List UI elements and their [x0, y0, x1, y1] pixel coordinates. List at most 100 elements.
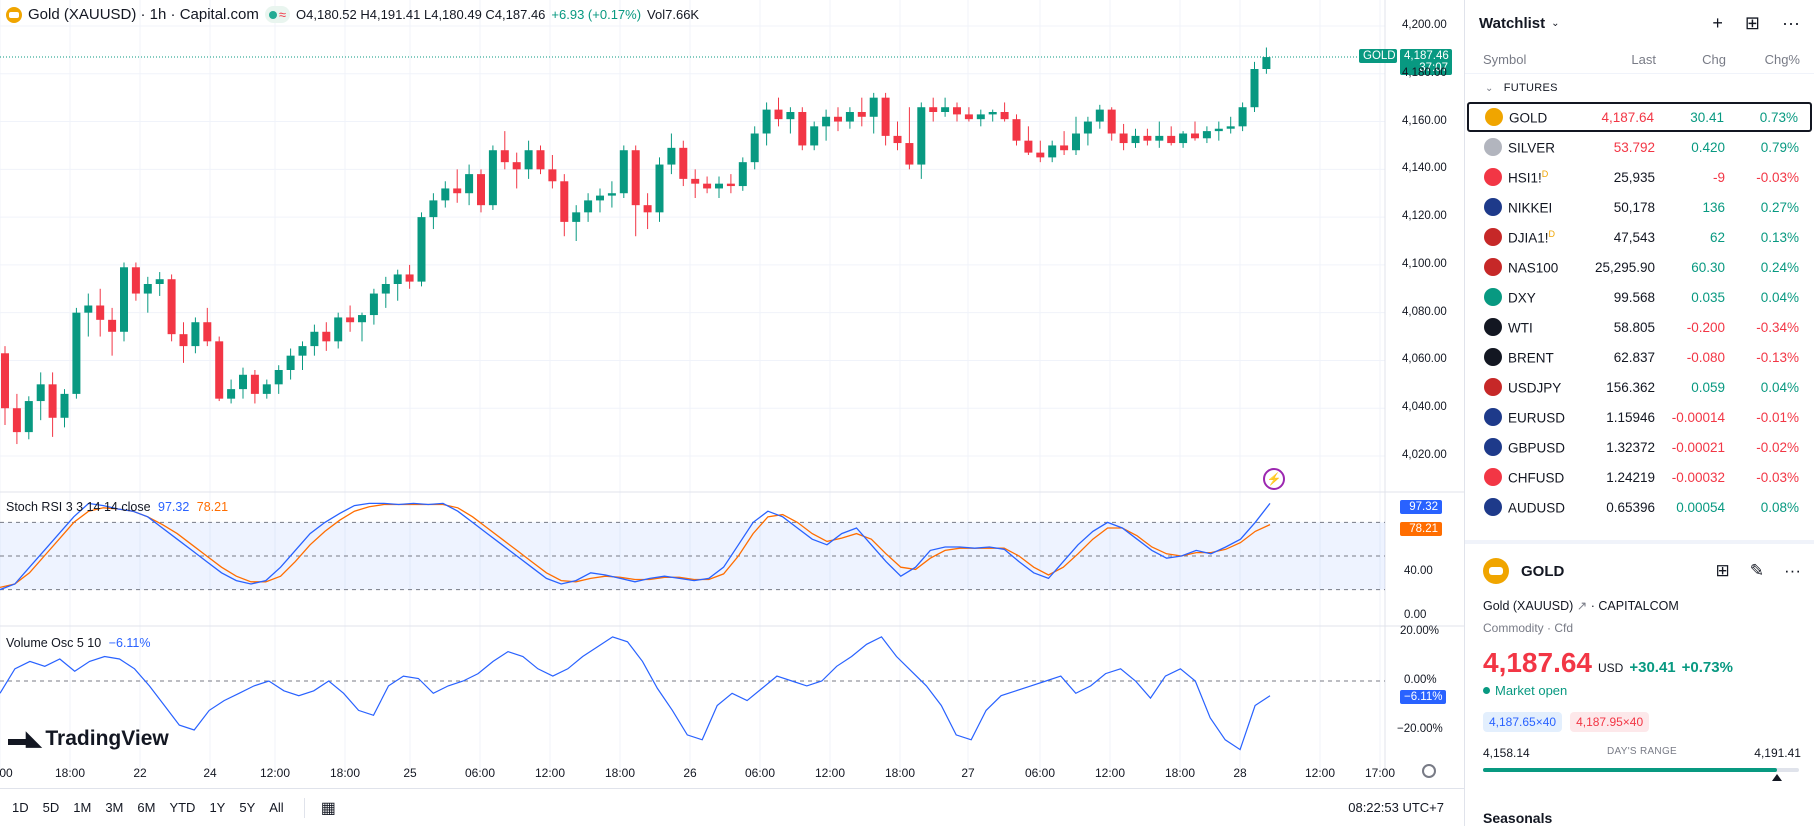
- row-symbol: GBPUSD: [1508, 440, 1566, 456]
- watchlist-row-silver[interactable]: SILVER 53.792 0.420 0.79%: [1465, 132, 1814, 162]
- nikkei-icon: [1484, 198, 1502, 216]
- price-axis-label: 4,020.00: [1402, 449, 1447, 461]
- watchlist-rows: GOLD 4,187.64 30.41 0.73% SILVER 53.792 0.420 0…: [1465, 102, 1814, 522]
- details-fullname[interactable]: Gold (XAUUSD): [1483, 599, 1574, 613]
- watchlist-row-wti[interactable]: WTI 58.805 -0.200 -0.34%: [1465, 312, 1814, 342]
- more-options-icon[interactable]: ···: [1782, 12, 1800, 33]
- candle-body: [1119, 133, 1128, 144]
- watchlist-row-hsi1[interactable]: HSI1!D 25,935 -9 -0.03%: [1465, 162, 1814, 192]
- candle-body: [48, 384, 57, 418]
- vosc-axis-20: 20.00%: [1400, 625, 1440, 637]
- chevron-down-icon[interactable]: ⌄: [1551, 17, 1560, 29]
- candle-body: [143, 284, 152, 294]
- watchlist-row-audusd[interactable]: AUDUSD 0.65396 0.00054 0.08%: [1465, 492, 1814, 522]
- candle-body: [1107, 109, 1116, 134]
- timeframe-1y[interactable]: 1Y: [209, 800, 226, 815]
- legend-title[interactable]: Gold (XAUUSD) · 1h · Capital.com: [28, 6, 259, 23]
- timeframe-1d[interactable]: 1D: [12, 800, 29, 815]
- details-symbol[interactable]: GOLD: [1521, 562, 1565, 580]
- stoch-label: Stoch RSI 3 3 14 14 close: [6, 500, 151, 514]
- seasonals-heading[interactable]: Seasonals: [1483, 810, 1553, 826]
- time-axis-label: 22: [133, 766, 147, 780]
- col-last[interactable]: Last: [1631, 52, 1656, 67]
- watchlist-row-gold[interactable]: GOLD 4,187.64 30.41 0.73%: [1467, 102, 1812, 132]
- timeframe-1m[interactable]: 1M: [73, 800, 92, 815]
- external-link-icon[interactable]: ↗: [1576, 599, 1591, 613]
- time-axis-label: 12:00: [1094, 766, 1126, 780]
- row-last: 53.792: [1613, 139, 1655, 155]
- candle-body: [369, 293, 378, 316]
- price-axis-label: 4,100.00: [1402, 257, 1447, 270]
- col-chg[interactable]: Chg: [1702, 52, 1726, 67]
- settings-gear-icon[interactable]: [1422, 764, 1436, 778]
- details-actions: ⊞ ✎ ···: [1716, 561, 1801, 581]
- edit-icon[interactable]: ✎: [1749, 561, 1765, 580]
- watchlist-row-gbpusd[interactable]: GBPUSD 1.32372 -0.00021 -0.02%: [1465, 432, 1814, 462]
- candle-body: [1167, 135, 1176, 144]
- watchlist-row-usdjpy[interactable]: USDJPY 156.362 0.059 0.04%: [1465, 372, 1814, 402]
- symbol-price-tag: GOLD: [1359, 49, 1397, 63]
- row-last: 99.568: [1613, 289, 1655, 305]
- candle-body: [964, 114, 973, 120]
- timeframe-all[interactable]: All: [269, 800, 284, 815]
- stoch-d-line: [0, 503, 1271, 589]
- candle-body: [500, 150, 509, 163]
- candle-body: [655, 164, 664, 213]
- watchlist-row-dxy[interactable]: DXY 99.568 0.035 0.04%: [1465, 282, 1814, 312]
- watchlist-row-nas100[interactable]: NAS100 25,295.90 60.30 0.24%: [1465, 252, 1814, 282]
- price-axis-label: 4,140.00: [1402, 162, 1447, 175]
- advanced-view-icon[interactable]: ⊞: [1744, 12, 1761, 33]
- details-currency: USD: [1598, 661, 1624, 675]
- row-last: 47,543: [1613, 229, 1655, 245]
- watchlist-title[interactable]: Watchlist: [1479, 14, 1546, 32]
- candle-body: [929, 107, 938, 112]
- bar-countdown: 37:07: [1419, 62, 1448, 74]
- watchlist-row-eurusd[interactable]: EURUSD 1.15946 -0.00014 -0.01%: [1465, 402, 1814, 432]
- row-chg: 62: [1709, 229, 1725, 245]
- tradingview-logo[interactable]: ▬◣ TradingView: [8, 726, 169, 751]
- legend-ohlc: O4,180.52 H4,191.41 L4,180.49 C4,187.46: [296, 7, 546, 22]
- timeframe-5y[interactable]: 5Y: [239, 800, 256, 815]
- add-symbol-icon[interactable]: +: [1712, 12, 1723, 33]
- candle-body: [167, 279, 176, 335]
- timeframe-ytd[interactable]: YTD: [169, 800, 196, 815]
- gold-icon: [6, 6, 22, 23]
- section-futures[interactable]: ⌄ FUTURES: [1465, 74, 1814, 102]
- timeframe-5d[interactable]: 5D: [42, 800, 60, 815]
- candle-body: [774, 109, 783, 120]
- candle-body: [1143, 135, 1152, 141]
- vosc-legend[interactable]: Volume Osc 5 10 −6.11%: [6, 636, 151, 650]
- candle-body: [715, 183, 723, 189]
- chart-canvas[interactable]: [0, 0, 1464, 788]
- more-options-icon[interactable]: ···: [1784, 561, 1801, 580]
- row-last: 25,295.90: [1594, 259, 1655, 275]
- layout-icon[interactable]: ⊞: [1715, 561, 1730, 580]
- clock[interactable]: 08:22:53 UTC+7: [1348, 800, 1444, 815]
- watchlist-row-chfusd[interactable]: CHFUSD 1.24219 -0.00032 -0.03%: [1465, 462, 1814, 492]
- details-fullname-row: Gold (XAUUSD) ↗ · CAPITALCOM: [1483, 598, 1801, 613]
- lightning-icon[interactable]: ⚡: [1263, 468, 1285, 490]
- details-change-pct: +0.73%: [1681, 659, 1733, 676]
- watchlist-row-djia1[interactable]: DJIA1!D 47,543 62 0.13%: [1465, 222, 1814, 252]
- details-exchange[interactable]: CAPITALCOM: [1598, 599, 1679, 613]
- chart-area[interactable]: Gold (XAUUSD) · 1h · Capital.com ≈ O4,18…: [0, 0, 1464, 826]
- timeframe-3m[interactable]: 3M: [105, 800, 124, 815]
- timeframe-6m[interactable]: 6M: [137, 800, 156, 815]
- row-last: 4,187.64: [1601, 109, 1654, 125]
- candle-body: [703, 183, 712, 189]
- candle-body: [834, 116, 842, 122]
- eurusd-icon: [1484, 408, 1502, 426]
- col-chg-pct[interactable]: Chg%: [1764, 52, 1800, 67]
- vosc-badge: −6.11%: [1400, 690, 1446, 704]
- watchlist-row-brent[interactable]: BRENT 62.837 -0.080 -0.13%: [1465, 342, 1814, 372]
- row-chg-pct: 0.73%: [1759, 109, 1798, 125]
- row-chg: 0.00054: [1676, 499, 1726, 515]
- vosc-axis-0: 0.00%: [1404, 674, 1437, 686]
- details-type: Commodity · Cfd: [1483, 621, 1574, 635]
- col-symbol[interactable]: Symbol: [1483, 52, 1527, 67]
- calendar-range-icon[interactable]: ▦: [320, 799, 336, 817]
- market-status-badge[interactable]: ≈: [264, 6, 291, 23]
- watchlist-row-nikkei[interactable]: NIKKEI 50,178 136 0.27%: [1465, 192, 1814, 222]
- stoch-legend[interactable]: Stoch RSI 3 3 14 14 close 97.32 78.21: [6, 500, 228, 514]
- chfusd-icon: [1484, 468, 1502, 486]
